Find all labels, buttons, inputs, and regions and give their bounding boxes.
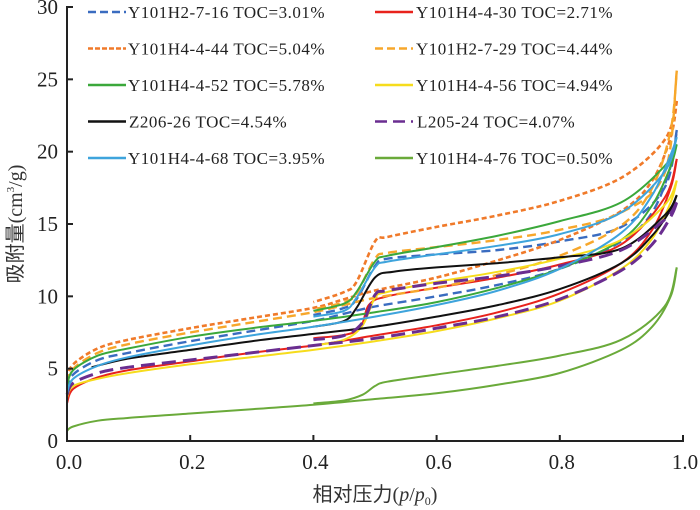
series-7-adsorption-line <box>91 194 678 369</box>
series-5-desorption-line <box>313 143 678 312</box>
series-8-adsorption-line <box>65 201 679 396</box>
series-7-desorption-line <box>313 194 678 328</box>
x-tick-label: 0.2 <box>179 450 205 474</box>
legend-label: Y101H4-4-56 TOC=4.94% <box>416 76 613 95</box>
legend-label: Y101H2-7-29 TOC=4.44% <box>416 40 613 59</box>
series-3-desorption-line <box>312 100 679 304</box>
legend: Y101H2-7-16 TOC=3.01% Y101H4-4-30 TOC=2.7… <box>88 3 613 168</box>
series-9-desorption-line <box>313 136 678 318</box>
legend-label: L205-24 TOC=4.07% <box>417 113 575 132</box>
legend-label: Y101H4-4-68 TOC=3.95% <box>128 149 325 168</box>
legend-label: Z206-26 TOC=4.54% <box>129 113 287 132</box>
y-axis-title: 吸附量(cm3/g) <box>4 165 27 284</box>
legend-label: Y101H4-4-76 TOC=0.50% <box>416 149 613 168</box>
y-tick-label: 20 <box>37 140 58 164</box>
x-tick-label: 0.6 <box>425 450 451 474</box>
series-3-adsorption-line <box>65 100 679 380</box>
curves-group <box>65 70 679 432</box>
series-5-adsorption-line <box>66 144 678 387</box>
x-tick-label: 0.0 <box>56 450 82 474</box>
y-tick-label: 10 <box>37 284 58 308</box>
series-9-adsorption-line <box>66 136 678 394</box>
x-axis-title: 相对压力(p/p0) <box>313 483 438 508</box>
series-2-adsorption-line <box>66 158 678 404</box>
y-tick-label: 0 <box>48 429 59 453</box>
y-ticks: 0 5 10 15 20 25 30 <box>37 0 73 453</box>
x-tick-label: 0.8 <box>549 450 575 474</box>
y-tick-label: 30 <box>37 0 58 19</box>
legend-label: Y101H2-7-16 TOC=3.01% <box>128 3 325 22</box>
series-10-adsorption-line <box>66 267 678 432</box>
y-tick-label: 15 <box>37 212 58 236</box>
x-tick-label: 0.4 <box>302 450 329 474</box>
legend-label: Y101H4-4-52 TOC=5.78% <box>128 76 325 95</box>
series-8-desorption-line <box>313 201 679 342</box>
axes-group <box>66 6 684 442</box>
x-ticks: 0.0 0.2 0.4 0.6 0.8 1.0 <box>56 435 698 474</box>
legend-label: Y101H4-4-44 TOC=5.04% <box>128 40 325 59</box>
y-tick-label: 5 <box>48 357 59 381</box>
series-10-desorption-line <box>313 267 678 405</box>
series-6-adsorption-line <box>66 180 678 399</box>
x-tick-label: 1.0 <box>672 450 698 474</box>
y-tick-label: 25 <box>37 67 58 91</box>
legend-label: Y101H4-4-30 TOC=2.71% <box>416 3 613 22</box>
